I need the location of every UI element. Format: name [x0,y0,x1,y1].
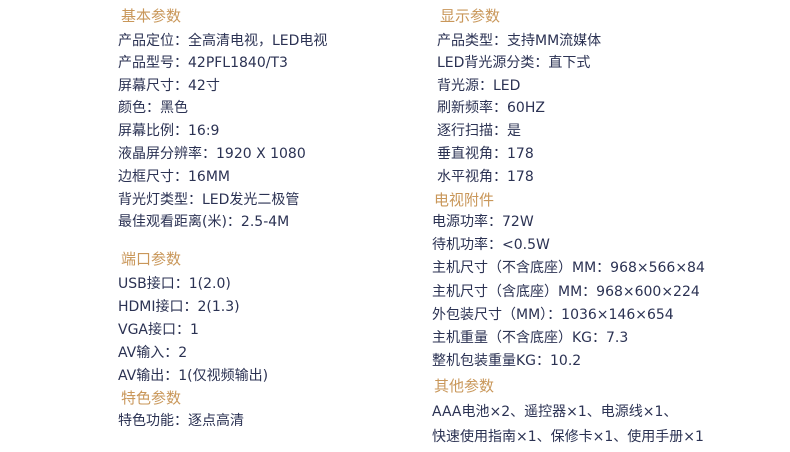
spec-item: AV输出：1(仅视频输出) [118,368,269,384]
spec-item: 水平视角：178 [437,169,534,185]
spec-item: 逐行扫描：是 [437,123,521,139]
section-heading: 电视附件 [434,191,495,209]
spec-item: 屏幕尺寸：42寸 [118,78,220,94]
spec-item: 产品类型：支持MM流媒体 [437,33,602,49]
section-heading: 端口参数 [121,250,182,268]
spec-item: 背光源：LED [437,78,521,94]
spec-item: 产品型号：42PFL1840/T3 [118,55,288,71]
spec-item: 产品定位：全高清电视，LED电视 [118,33,328,49]
spec-item: VGA接口：1 [118,322,199,338]
spec-item: 外包装尺寸（MM）：1036×146×654 [432,307,674,323]
spec-item: USB接口：1(2.0) [118,276,231,292]
spec-item: 刷新频率：60HZ [437,100,545,116]
spec-item: AAA电池×2、遥控器×1、电源线×1、 [432,404,678,420]
spec-item: 快速使用指南×1、保修卡×1、使用手册×1 [432,429,704,445]
spec-item: 主机尺寸（不含底座）MM：968×566×84 [432,260,705,276]
spec-item: 背光灯类型：LED发光二极管 [118,192,300,208]
spec-item: 屏幕比例：16:9 [118,123,220,139]
spec-item: AV输入：2 [118,345,188,361]
spec-item: 主机尺寸（含底座）MM：968×600×224 [432,284,700,300]
spec-item: HDMI接口：2(1.3) [118,299,240,315]
spec-item: 垂直视角：178 [437,146,534,162]
spec-item: 颜色：黑色 [118,100,188,116]
section-heading: 显示参数 [440,7,501,25]
section-heading: 基本参数 [121,7,182,25]
section-heading: 其他参数 [434,377,495,395]
spec-item: 电源功率：72W [432,214,534,230]
spec-item: 整机包装重量KG：10.2 [432,353,582,369]
spec-item: LED背光源分类：直下式 [437,55,591,71]
spec-item: 边框尺寸：16MM [118,169,230,185]
spec-item: 最佳观看距离(米)：2.5-4M [118,214,290,230]
spec-item: 主机重量（不含底座）KG：7.3 [432,330,629,346]
spec-item: 待机功率：<0.5W [432,237,550,253]
spec-item: 特色功能：逐点高清 [118,413,244,429]
spec-item: 液晶屏分辨率：1920 X 1080 [118,146,306,162]
section-heading: 特色参数 [121,389,182,407]
